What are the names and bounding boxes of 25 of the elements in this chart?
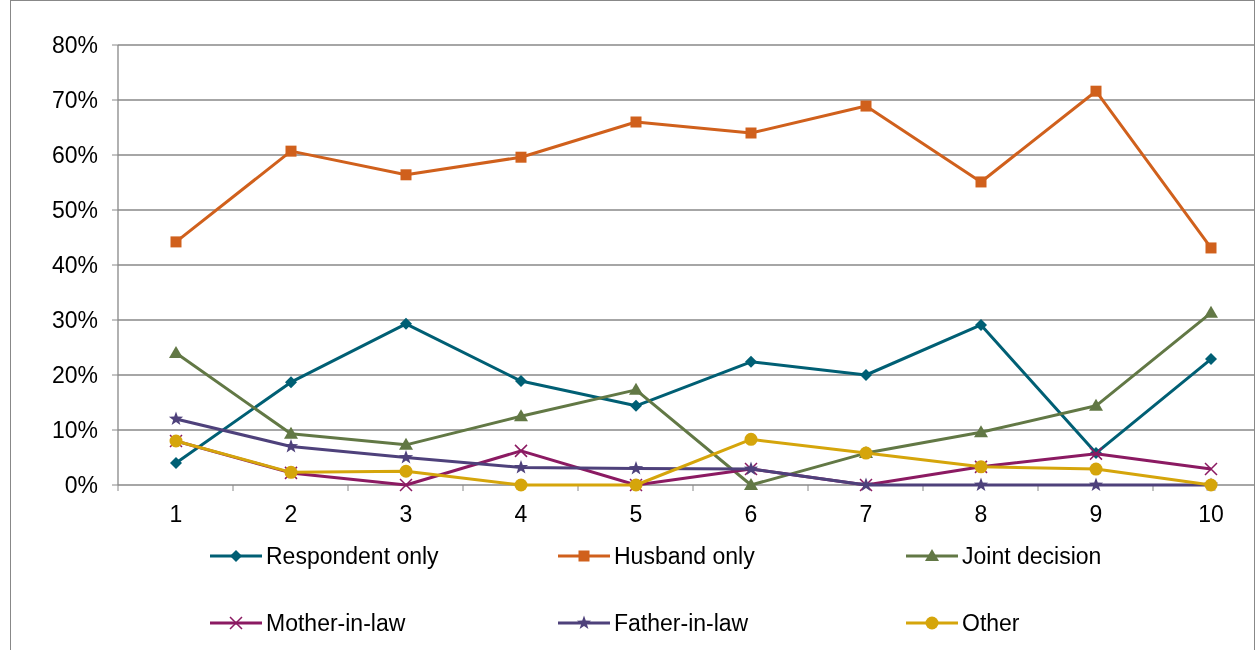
y-tick-label: 20% bbox=[51, 362, 98, 388]
legend-label: Joint decision bbox=[962, 543, 1102, 569]
legend-label: Mother-in-law bbox=[266, 610, 406, 636]
x-tick-label: 8 bbox=[974, 501, 988, 527]
y-tick-label: 80% bbox=[51, 32, 98, 58]
x-tick-label: 1 bbox=[169, 501, 183, 527]
y-tick-label: 70% bbox=[51, 87, 98, 113]
x-tick-label: 6 bbox=[744, 501, 758, 527]
x-tick-label: 3 bbox=[399, 501, 413, 527]
x-tick-label: 4 bbox=[514, 501, 528, 527]
y-tick-label: 50% bbox=[51, 197, 98, 223]
x-tick-label: 5 bbox=[629, 501, 643, 527]
x-tick-label: 9 bbox=[1089, 501, 1103, 527]
y-tick-label: 60% bbox=[51, 142, 98, 168]
x-tick-label: 10 bbox=[1198, 501, 1224, 527]
x-tick-label: 2 bbox=[284, 501, 298, 527]
legend-label: Other bbox=[962, 610, 1020, 636]
y-tick-label: 40% bbox=[51, 252, 98, 278]
x-tick-label: 7 bbox=[859, 501, 873, 527]
y-tick-label: 0% bbox=[64, 472, 98, 498]
legend-label: Husband only bbox=[614, 543, 756, 569]
legend-label: Respondent only bbox=[266, 543, 440, 569]
y-tick-label: 10% bbox=[51, 417, 98, 443]
legend-label: Father-in-law bbox=[614, 610, 749, 636]
y-tick-label: 30% bbox=[51, 307, 98, 333]
